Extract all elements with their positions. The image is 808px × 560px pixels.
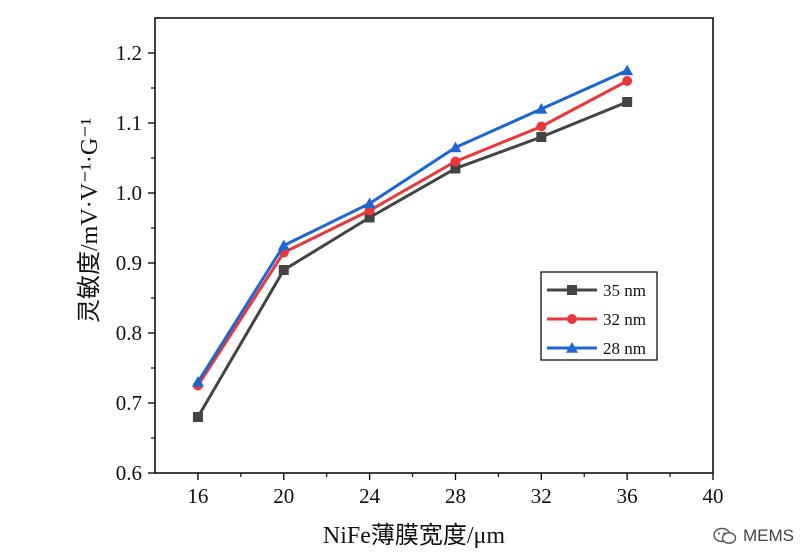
- data-point: [535, 103, 548, 114]
- data-point: [278, 265, 289, 275]
- wechat-icon: [713, 527, 737, 545]
- data-point: [364, 212, 375, 223]
- plot-layer: 16 20 24 28 32 36 40 0.6 0.7 0.8 0.9 1.0 1.1 1.2 NiFe薄…: [76, 17, 724, 549]
- y-tick-label: 1.0: [116, 181, 142, 205]
- x-tick-label: 40: [703, 484, 724, 508]
- x-tick-label: 28: [445, 484, 466, 508]
- legend-marker: [567, 314, 577, 324]
- plot-frame: [154, 17, 714, 474]
- data-point: [536, 132, 547, 142]
- data-point: [450, 156, 461, 167]
- data-point: [622, 97, 633, 107]
- watermark: MEMS: [713, 526, 794, 546]
- x-axis-title: NiFe薄膜宽度/μm: [323, 522, 506, 549]
- series-line-1: [196, 79, 628, 387]
- y-tick-label: 0.6: [116, 461, 142, 485]
- data-point: [277, 239, 290, 251]
- legend-label: 32 nm: [603, 310, 646, 329]
- legend-label: 28 nm: [603, 339, 646, 358]
- x-tick-label: 24: [359, 484, 381, 508]
- y-tick-label: 0.9: [116, 251, 142, 275]
- series-line-2: [196, 69, 628, 383]
- series-line-0: [196, 100, 628, 418]
- legend-box: [540, 271, 658, 361]
- data-point: [536, 121, 547, 132]
- legend-marker: [567, 285, 577, 295]
- x-tick-label: 20: [273, 484, 294, 508]
- x-tick-label: 32: [531, 484, 552, 508]
- data-point: [449, 141, 462, 153]
- y-tick-label: 1.1: [116, 111, 142, 135]
- data-point: [191, 376, 204, 387]
- data-point: [192, 412, 203, 422]
- data-point: [622, 76, 633, 86]
- x-tick-label: 16: [187, 484, 208, 508]
- y-axis-title: 灵敏度/mV·V⁻¹·G⁻¹: [76, 118, 103, 323]
- watermark-text: MEMS: [743, 526, 794, 545]
- y-tick-label: 0.8: [116, 321, 142, 345]
- legend-marker: [566, 342, 578, 353]
- y-tick-label: 0.7: [116, 391, 142, 415]
- data-point: [450, 163, 461, 174]
- data-point: [363, 197, 376, 209]
- x-tick-label: 36: [617, 484, 638, 508]
- y-tick-label: 1.2: [116, 41, 142, 65]
- legend-label: 35 nm: [603, 281, 646, 300]
- data-point: [621, 64, 634, 76]
